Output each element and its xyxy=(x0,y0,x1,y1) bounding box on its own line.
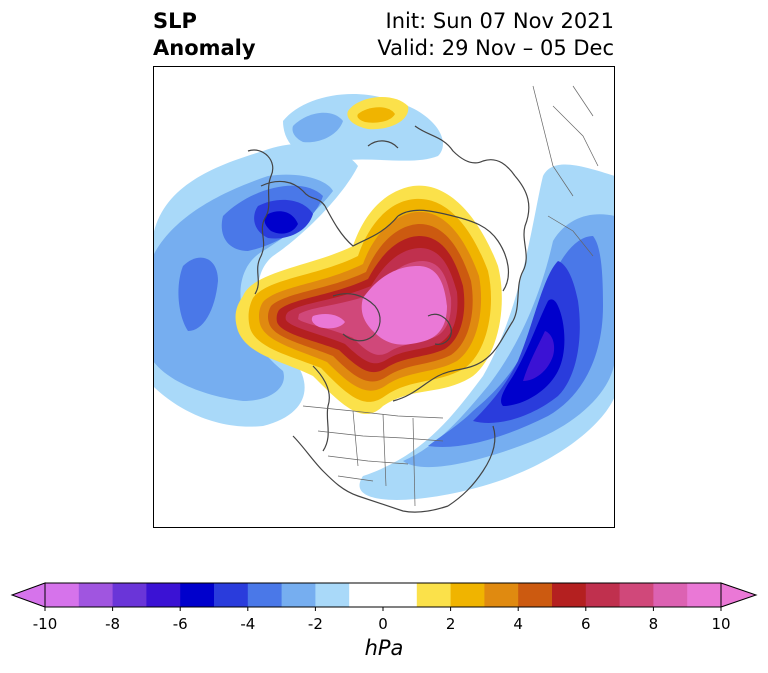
colorbar-segments xyxy=(10,582,758,611)
colorbar-segment xyxy=(416,583,452,607)
init-date-label: Init: Sun 07 Nov 2021 xyxy=(385,9,614,33)
positive-anomaly-north-2 xyxy=(357,107,395,123)
colorbar-segment xyxy=(146,583,181,607)
negative-anomaly-east-6 xyxy=(523,331,555,381)
valid-range-label: Valid: 29 Nov – 05 Dec xyxy=(377,36,614,60)
anomaly-map xyxy=(153,66,615,528)
colorbar-tick-label: -6 xyxy=(172,615,188,633)
map-title-right: Init: Sun 07 Nov 2021 Valid: 29 Nov – 05… xyxy=(377,8,614,62)
colorbar xyxy=(10,582,758,611)
positive-anomaly-central-8b xyxy=(311,314,345,329)
colorbar-segment xyxy=(45,583,80,607)
negative-anomaly-north-2 xyxy=(292,112,343,143)
colorbar-segment xyxy=(315,583,350,607)
colorbar-segment xyxy=(180,583,215,607)
positive-anomaly-central-8 xyxy=(361,266,447,345)
colorbar-segment xyxy=(450,583,485,607)
colorbar-tick-label: 8 xyxy=(648,615,659,633)
colorbar-segment xyxy=(78,583,114,607)
colorbar-segment xyxy=(687,583,722,607)
title-kind: Anomaly xyxy=(153,36,256,60)
colorbar-segment xyxy=(653,583,688,607)
colorbar-segment xyxy=(112,583,147,607)
map-title-left: SLP Anomaly xyxy=(153,8,256,62)
title-variable: SLP xyxy=(153,9,197,33)
colorbar-tick-label: 10 xyxy=(711,615,731,633)
colorbar-segment xyxy=(484,583,519,607)
colorbar-segment xyxy=(349,583,384,607)
colorbar-segment xyxy=(214,583,249,607)
negative-anomaly-west-3b xyxy=(178,257,218,331)
colorbar-tick-label: 4 xyxy=(513,615,523,633)
negative-anomaly-west-5 xyxy=(264,211,298,234)
colorbar-tick-label: -10 xyxy=(32,615,58,633)
colorbar-tick-label: 2 xyxy=(445,615,456,633)
colorbar-segment xyxy=(552,583,587,607)
colorbar-tick-label: 0 xyxy=(378,615,388,633)
colorbar-segment xyxy=(585,583,621,607)
colorbar-unit-label: hPa xyxy=(364,636,404,660)
colorbar-extend-min xyxy=(10,582,46,608)
country-borders xyxy=(302,85,599,507)
colorbar-extend-max xyxy=(720,582,758,608)
colorbar-segment xyxy=(281,583,316,607)
colorbar-segment xyxy=(383,583,418,607)
colorbar-tick-label: -4 xyxy=(240,615,256,633)
colorbar-segment xyxy=(247,583,283,607)
colorbar-tick-label: 6 xyxy=(581,615,591,633)
anomaly-contours xyxy=(153,93,615,500)
coastlines xyxy=(247,125,530,513)
negative-anomaly-east-5 xyxy=(501,299,565,406)
colorbar-tick-label: -2 xyxy=(307,615,323,633)
colorbar-tick-label: -8 xyxy=(105,615,121,633)
colorbar-segment xyxy=(619,583,654,607)
colorbar-segment xyxy=(518,583,553,607)
